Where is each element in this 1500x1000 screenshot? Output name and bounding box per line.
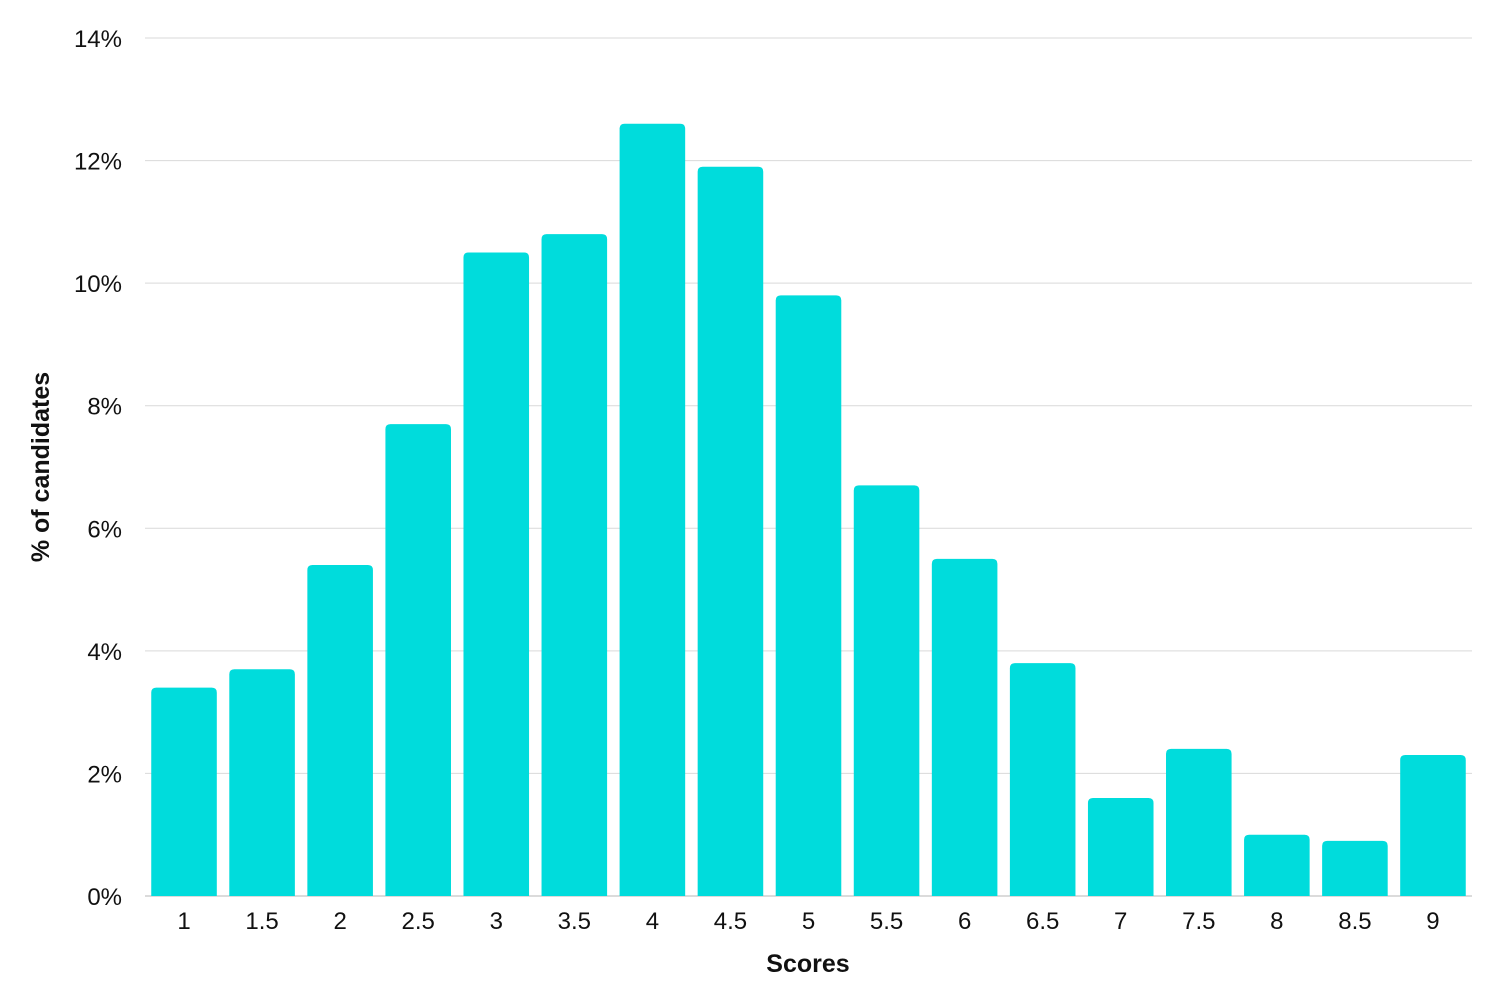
bar-2.5: [385, 424, 451, 896]
bar-6.5: [1009, 663, 1076, 896]
bar-3: [463, 252, 530, 896]
bar-4: [619, 123, 686, 897]
y-tick-label: 12%: [74, 149, 122, 176]
x-tick-label: 8.5: [1338, 908, 1371, 935]
bar-5.5: [853, 485, 920, 896]
x-tick-label: 1.5: [245, 908, 278, 935]
x-tick-label: 6.5: [1026, 908, 1059, 935]
x-tick-label: 5: [802, 908, 815, 935]
x-tick-labels: 1 1.5 2 2.5 3 3.5 4 4.5 5 5.5 6 6.5 7 7.5 8 8.5 9: [177, 908, 1439, 935]
bar-6: [931, 558, 998, 896]
x-tick-label: 4.5: [714, 908, 747, 935]
bar-5: [775, 295, 842, 896]
x-tick-label: 2: [333, 908, 346, 935]
y-axis-title: % of candidates: [27, 372, 55, 562]
y-tick-labels: 0% 2% 4% 6% 8% 10% 12% 14%: [74, 26, 122, 911]
x-tick-label: 4: [646, 908, 659, 935]
y-tick-label: 0%: [87, 884, 122, 911]
x-tick-label: 2.5: [402, 908, 435, 935]
x-tick-label: 7.5: [1182, 908, 1215, 935]
x-tick-label: 5.5: [870, 908, 903, 935]
bar-3.5: [541, 234, 608, 897]
x-tick-label: 1: [177, 908, 190, 935]
bar-9: [1400, 755, 1466, 896]
x-tick-label: 7: [1114, 908, 1127, 935]
bar-4.5: [697, 166, 764, 896]
bar-1: [151, 687, 217, 896]
x-tick-label: 6: [958, 908, 971, 935]
y-tick-label: 6%: [87, 516, 122, 543]
y-tick-label: 8%: [87, 394, 122, 421]
x-tick-label: 3.5: [558, 908, 591, 935]
y-tick-label: 2%: [87, 761, 122, 788]
bars-layer: [151, 123, 1466, 897]
bar-7.5: [1166, 748, 1232, 896]
bar-8: [1244, 834, 1310, 896]
y-tick-label: 10%: [74, 271, 122, 298]
x-tick-label: 3: [490, 908, 503, 935]
y-tick-label: 14%: [74, 26, 122, 53]
x-tick-label: 8: [1270, 908, 1283, 935]
bar-8.5: [1322, 840, 1388, 896]
y-tick-label: 4%: [87, 639, 122, 666]
bar-7: [1087, 797, 1154, 896]
x-tick-label: 9: [1426, 908, 1439, 935]
bar-1.5: [229, 669, 295, 896]
x-axis-title: Scores: [766, 950, 849, 978]
bar-2: [307, 565, 373, 896]
